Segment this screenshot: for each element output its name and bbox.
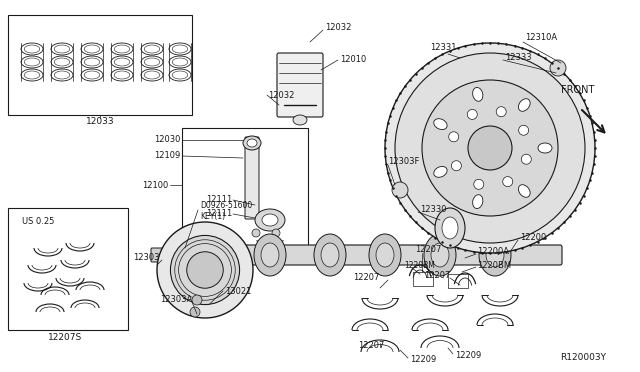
Text: 12303F: 12303F (388, 157, 419, 167)
Text: 13021: 13021 (225, 288, 252, 296)
FancyBboxPatch shape (173, 245, 562, 265)
Circle shape (385, 43, 595, 253)
Ellipse shape (243, 136, 261, 150)
Text: D0926-51600: D0926-51600 (200, 201, 252, 209)
Text: 12303: 12303 (134, 253, 160, 263)
Circle shape (451, 161, 461, 171)
Text: 12207: 12207 (353, 273, 380, 282)
Ellipse shape (254, 234, 286, 276)
Bar (182, 128, 308, 248)
Circle shape (395, 53, 585, 243)
Bar (8, 15, 192, 115)
Circle shape (474, 179, 484, 189)
Text: 12207: 12207 (358, 340, 385, 350)
Circle shape (449, 132, 459, 142)
Text: 12033: 12033 (86, 118, 115, 126)
Text: 12109: 12109 (154, 151, 180, 160)
Circle shape (192, 295, 202, 305)
Text: 12207: 12207 (424, 270, 450, 279)
Text: 12032: 12032 (268, 90, 294, 99)
Circle shape (157, 222, 253, 318)
Text: 12030: 12030 (154, 135, 180, 144)
Text: 12032: 12032 (325, 23, 351, 32)
Ellipse shape (473, 195, 483, 209)
Circle shape (522, 154, 531, 164)
Text: 12207S: 12207S (48, 334, 82, 343)
Ellipse shape (431, 243, 449, 267)
Ellipse shape (321, 243, 339, 267)
Circle shape (392, 182, 408, 198)
Circle shape (467, 109, 477, 119)
Circle shape (272, 229, 280, 237)
Circle shape (503, 177, 513, 187)
Text: R120003Y: R120003Y (560, 353, 606, 362)
Text: 1220BM: 1220BM (477, 260, 511, 269)
Text: 12200A: 12200A (477, 247, 509, 257)
Ellipse shape (204, 234, 236, 276)
Text: 12207: 12207 (415, 246, 442, 254)
Ellipse shape (314, 234, 346, 276)
Ellipse shape (479, 234, 511, 276)
Ellipse shape (434, 119, 447, 129)
Ellipse shape (538, 143, 552, 153)
Ellipse shape (473, 87, 483, 101)
Circle shape (496, 107, 506, 117)
Text: 12310A: 12310A (525, 33, 557, 42)
Ellipse shape (442, 217, 458, 239)
Circle shape (550, 60, 566, 76)
FancyBboxPatch shape (151, 248, 178, 262)
Text: 12111: 12111 (205, 209, 232, 218)
Text: 12331: 12331 (430, 44, 456, 52)
FancyBboxPatch shape (245, 137, 259, 219)
Text: 12333: 12333 (505, 54, 532, 62)
Ellipse shape (435, 208, 465, 248)
Circle shape (422, 80, 558, 216)
Text: 12303A: 12303A (160, 295, 192, 305)
Ellipse shape (255, 209, 285, 231)
Text: KEY(1): KEY(1) (200, 212, 225, 221)
Text: FRONT: FRONT (561, 85, 595, 95)
Ellipse shape (518, 185, 530, 197)
Ellipse shape (262, 214, 278, 226)
Circle shape (170, 235, 239, 305)
Ellipse shape (369, 234, 401, 276)
Text: 1220BM: 1220BM (404, 260, 435, 269)
Bar (8, 208, 128, 330)
Ellipse shape (434, 166, 447, 177)
Circle shape (468, 126, 512, 170)
Bar (413, 272, 433, 286)
Ellipse shape (424, 234, 456, 276)
Text: 12100: 12100 (141, 180, 168, 189)
Ellipse shape (211, 243, 229, 267)
Text: 12209: 12209 (455, 352, 481, 360)
Circle shape (518, 125, 529, 135)
Circle shape (252, 229, 260, 237)
Ellipse shape (518, 99, 530, 111)
Ellipse shape (293, 115, 307, 125)
Text: 12010: 12010 (340, 55, 366, 64)
Text: US 0.25: US 0.25 (22, 218, 54, 227)
Text: 12209: 12209 (410, 356, 436, 365)
Ellipse shape (247, 139, 257, 147)
Bar (448, 274, 468, 288)
Ellipse shape (486, 243, 504, 267)
FancyBboxPatch shape (277, 53, 323, 117)
Circle shape (187, 252, 223, 288)
Text: 12330: 12330 (420, 205, 447, 215)
Text: 12111: 12111 (205, 196, 232, 205)
Circle shape (190, 307, 200, 317)
Ellipse shape (376, 243, 394, 267)
Ellipse shape (261, 243, 279, 267)
Text: 12200: 12200 (520, 234, 547, 243)
